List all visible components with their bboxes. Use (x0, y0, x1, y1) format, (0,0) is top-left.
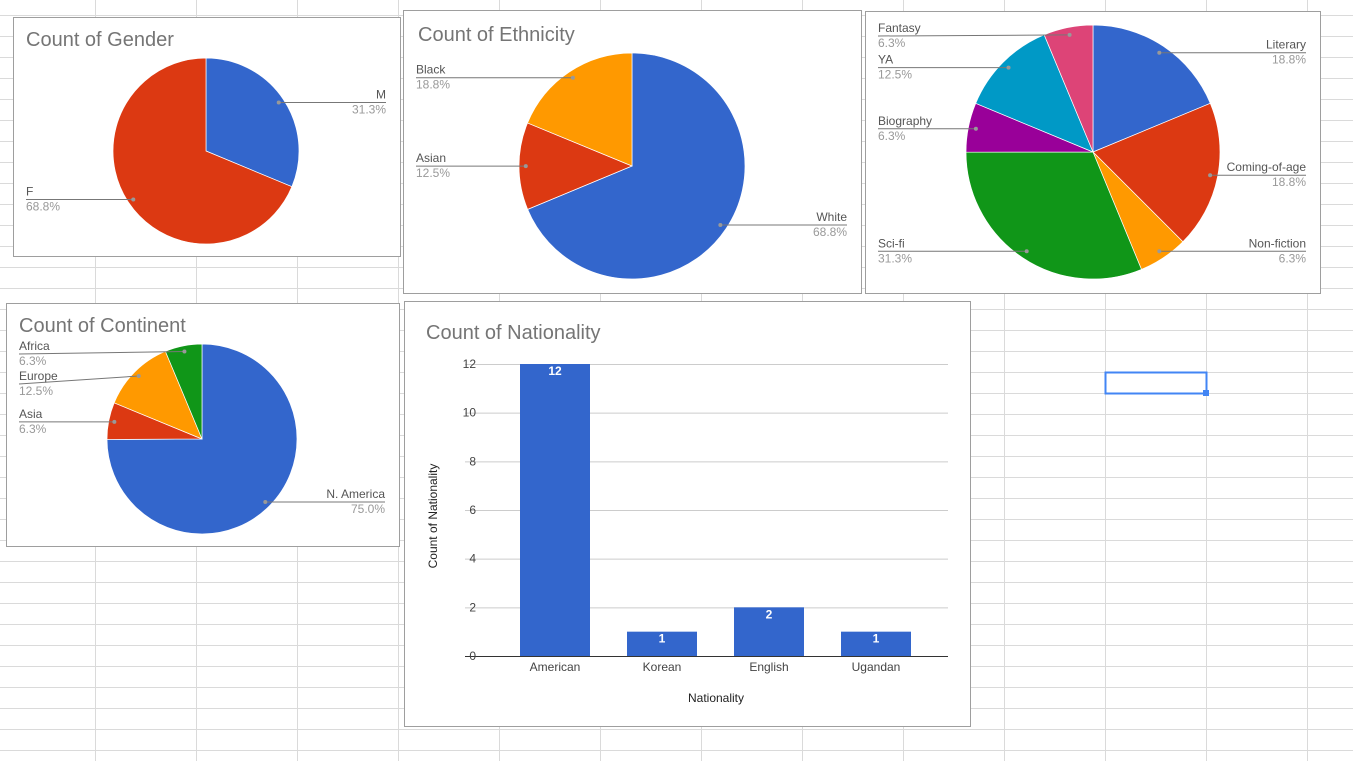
slice-label: Asia (19, 407, 43, 421)
slice-label: N. America (326, 487, 385, 501)
bar-american[interactable] (520, 364, 590, 656)
x-tick-label: American (530, 660, 581, 674)
y-tick-label: 6 (469, 503, 476, 517)
slice-percent: 6.3% (19, 422, 47, 436)
fill-handle[interactable] (1203, 390, 1209, 396)
bar-data-label: 1 (659, 632, 666, 646)
slice-percent: 6.3% (878, 36, 906, 50)
chart-title: Count of Nationality (426, 322, 601, 344)
slice-label: Coming-of-age (1227, 160, 1307, 174)
leader-dot (263, 499, 268, 504)
y-tick-label: 8 (469, 454, 476, 468)
slice-percent: 12.5% (19, 384, 53, 398)
leader-line (18, 375, 139, 385)
leader-dot (1157, 249, 1162, 254)
slice-label: White (816, 210, 847, 224)
bar-english[interactable] (734, 607, 804, 656)
slice-percent: 68.8% (26, 200, 60, 214)
slice-percent: 6.3% (878, 129, 906, 143)
leader-dot (136, 374, 141, 379)
slice-label: Asian (416, 151, 446, 165)
slice-label: Non-fiction (1249, 236, 1306, 250)
slice-label: Biography (878, 114, 932, 128)
leader-dot (131, 197, 136, 202)
leader-dot (523, 164, 528, 169)
chart-title: Count of Continent (19, 315, 186, 337)
leader-dot (1067, 32, 1072, 37)
leader-line (877, 34, 1070, 37)
slice-label: Africa (19, 339, 50, 353)
y-tick-label: 0 (469, 649, 476, 663)
slice-label: M (376, 87, 386, 101)
slice-label: Literary (1266, 38, 1306, 52)
slice-percent: 31.3% (352, 102, 386, 116)
genre-chart[interactable]: Literary18.8%Coming-of-age18.8%Non-ficti… (865, 11, 1321, 294)
slice-percent: 18.8% (416, 78, 450, 92)
leader-dot (182, 349, 187, 354)
leader-dot (1157, 50, 1162, 55)
leader-dot (1208, 173, 1213, 178)
leader-dot (973, 126, 978, 131)
slice-percent: 6.3% (1279, 251, 1307, 265)
chart-title: Count of Ethnicity (418, 24, 575, 46)
x-axis-title: Nationality (688, 691, 744, 705)
y-tick-label: 2 (469, 600, 476, 614)
selected-cell[interactable] (1104, 371, 1208, 395)
leader-dot (1006, 65, 1011, 70)
x-tick-label: Ugandan (852, 660, 901, 674)
leader-dot (1024, 249, 1029, 254)
slice-label: Fantasy (878, 21, 921, 35)
leader-dot (276, 100, 281, 105)
slice-percent: 31.3% (878, 251, 912, 265)
leader-dot (570, 75, 575, 80)
bar-ugandan[interactable] (841, 631, 911, 656)
slice-label: Sci-fi (878, 236, 905, 250)
pie-slice-literary[interactable] (1092, 24, 1211, 153)
slice-percent: 18.8% (1272, 175, 1306, 189)
pie-slice-coming-of-age[interactable] (1092, 102, 1221, 243)
leader-dot (112, 419, 117, 424)
leader-dot (718, 222, 723, 227)
pie-slice-sci-fi[interactable] (965, 151, 1142, 280)
slice-percent: 12.5% (416, 166, 450, 180)
x-tick-label: English (749, 660, 788, 674)
slice-percent: 68.8% (813, 225, 847, 239)
leader-line (18, 350, 185, 355)
y-axis-title: Count of Nationality (426, 464, 440, 569)
y-tick-label: 4 (469, 552, 476, 566)
bar-korean[interactable] (627, 631, 697, 656)
slice-label: Black (416, 63, 446, 77)
slice-label: F (26, 185, 33, 199)
slice-percent: 75.0% (351, 502, 385, 516)
slice-percent: 12.5% (878, 68, 912, 82)
pie-slice-ya[interactable] (975, 34, 1094, 153)
pie-slice-f[interactable] (112, 57, 293, 245)
y-tick-label: 12 (463, 357, 477, 371)
pie-slice-m[interactable] (205, 57, 300, 188)
pie-slice-europe[interactable] (113, 350, 203, 440)
pie-slice-n-america[interactable] (106, 343, 298, 535)
pie-slice-white[interactable] (527, 52, 746, 280)
slice-label: Europe (19, 369, 58, 383)
gender-chart[interactable]: Count of Gender M31.3% F68.8% (13, 17, 401, 257)
pie-slice-black[interactable] (527, 52, 633, 167)
slice-label: YA (878, 53, 893, 67)
x-tick-label: Korean (643, 660, 682, 674)
y-tick-label: 10 (463, 406, 477, 420)
bar-data-label: 2 (766, 607, 773, 621)
chart-title: Count of Gender (26, 29, 174, 51)
bar-data-label: 1 (873, 632, 880, 646)
bar-data-label: 12 (548, 364, 562, 378)
slice-percent: 6.3% (19, 354, 47, 368)
slice-percent: 18.8% (1272, 53, 1306, 67)
